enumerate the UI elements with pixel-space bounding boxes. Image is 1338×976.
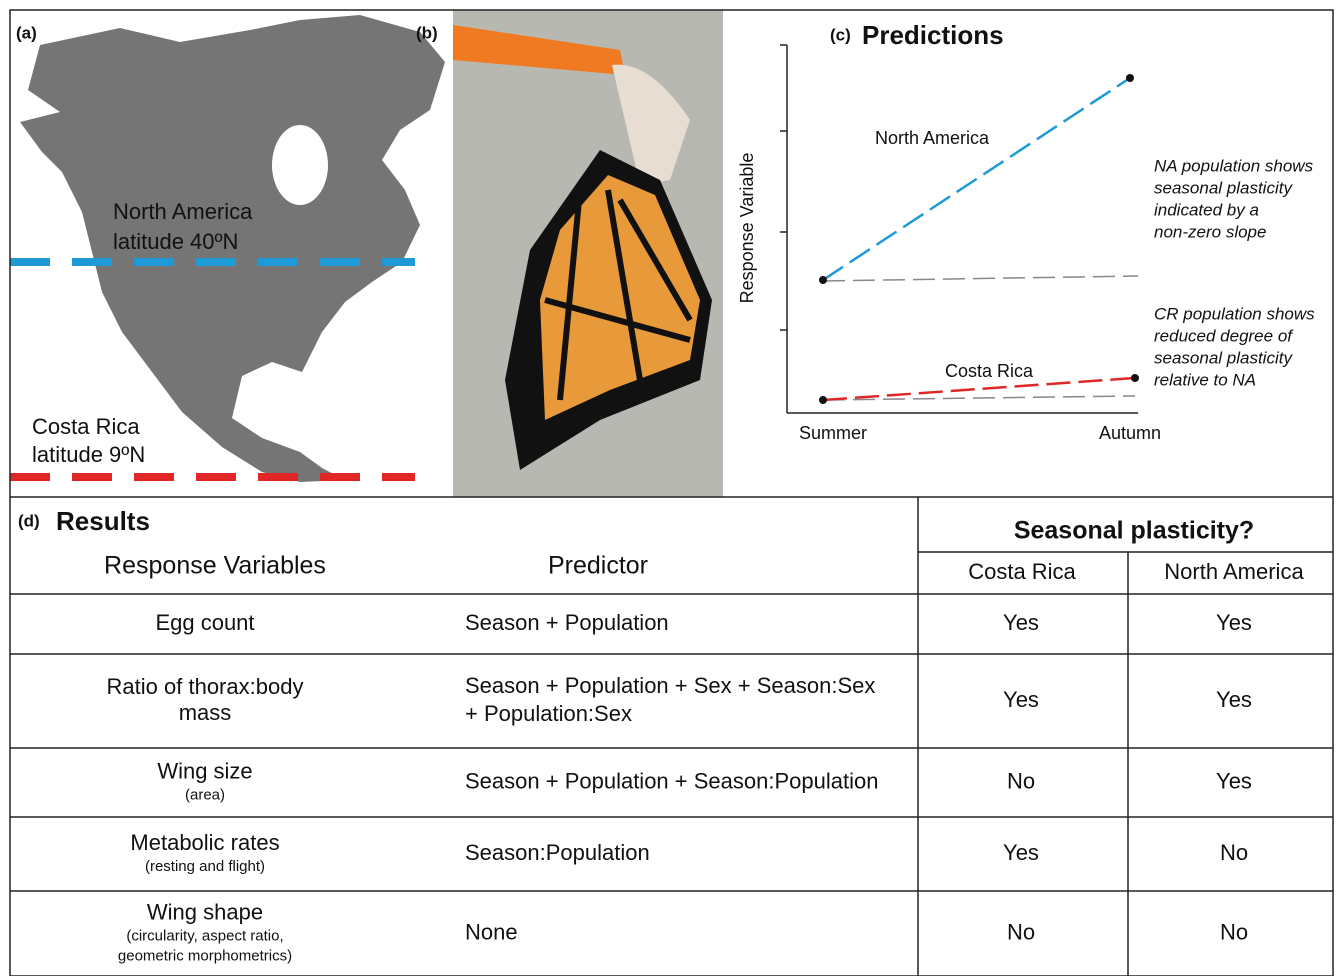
- column-header: Costa Rica: [968, 559, 1076, 584]
- point: [1126, 74, 1134, 82]
- cell-text: + Population:Sex: [465, 701, 632, 726]
- cell-text: Season + Population: [465, 610, 669, 635]
- cell-text: Season + Population + Sex + Season:Sex: [465, 673, 875, 698]
- cell-text: No: [1220, 840, 1248, 865]
- annotation: seasonal plasticity: [1154, 348, 1293, 367]
- panel-label: (a): [16, 23, 37, 42]
- cell-text: Yes: [1003, 610, 1039, 635]
- cell-text: Yes: [1216, 610, 1252, 635]
- point: [1131, 374, 1139, 382]
- table-title: Results: [56, 506, 150, 536]
- chrysalis: [612, 64, 690, 185]
- line-label: North America: [875, 128, 990, 148]
- reference-line: [822, 275, 1139, 282]
- annotation: indicated by a: [1154, 200, 1259, 219]
- annotation: non-zero slope: [1154, 222, 1266, 241]
- column-header: North America: [1164, 559, 1304, 584]
- x-label: Autumn: [1099, 423, 1161, 443]
- annotation: NA population shows: [1154, 156, 1314, 175]
- point: [819, 396, 827, 404]
- panel-label: (b): [416, 23, 438, 42]
- cell-text: Wing size: [157, 758, 252, 783]
- column-header: Predictor: [548, 552, 648, 580]
- map-panel: (a) North America latitude 40ºN Costa Ri…: [10, 15, 445, 482]
- cell-text: No: [1007, 768, 1035, 793]
- na-line: [822, 76, 1131, 282]
- wing: [540, 175, 700, 420]
- annotation: CR population shows: [1154, 304, 1315, 323]
- hudson-bay: [272, 125, 328, 205]
- map-label: North America: [113, 199, 253, 224]
- group-header: Seasonal plasticity?: [1014, 517, 1254, 545]
- cell-text: Yes: [1216, 768, 1252, 793]
- reference-line: [822, 395, 1136, 401]
- annotation: seasonal plasticity: [1154, 178, 1293, 197]
- cell-text: Metabolic rates: [130, 830, 279, 855]
- cell-text: Yes: [1003, 687, 1039, 712]
- annotation: relative to NA: [1154, 370, 1256, 389]
- cell-text: Wing shape: [147, 899, 263, 924]
- cell-text: None: [465, 919, 518, 944]
- map-label: latitude 40ºN: [113, 229, 238, 254]
- cell-text: (circularity, aspect ratio,: [126, 927, 283, 944]
- cell-text: No: [1220, 919, 1248, 944]
- panel-label: (c): [830, 25, 851, 44]
- panel-label: (d): [18, 511, 40, 530]
- cell-text: (area): [185, 786, 225, 803]
- annotation: reduced degree of: [1154, 326, 1294, 345]
- cell-text: (resting and flight): [145, 858, 265, 875]
- frame: [9, 9, 1334, 976]
- cell-text: geometric morphometrics): [118, 947, 292, 964]
- map-label: latitude 9ºN: [32, 442, 145, 467]
- cell-text: Yes: [1216, 687, 1252, 712]
- point: [819, 276, 827, 284]
- tape: [453, 25, 625, 75]
- map-label: Costa Rica: [32, 414, 140, 439]
- y-axis-label: Response Variable: [737, 153, 757, 304]
- cell-text: No: [1007, 919, 1035, 944]
- photo-panel: (b): [416, 10, 723, 497]
- north-america-map: [20, 15, 445, 482]
- x-label: Summer: [799, 423, 867, 443]
- cell-text: Ratio of thorax:body: [107, 674, 304, 699]
- cell-text: mass: [179, 700, 232, 725]
- cell-text: Egg count: [155, 610, 254, 635]
- cr-line: [822, 376, 1136, 402]
- cell-text: Season:Population: [465, 840, 650, 865]
- cell-text: Yes: [1003, 840, 1039, 865]
- column-header: Response Variables: [104, 552, 326, 580]
- wing-veins: [544, 189, 693, 401]
- line-label: Costa Rica: [945, 361, 1034, 381]
- panel-title: Predictions: [862, 20, 1004, 50]
- prediction-panel: (c) Predictions Response Variable Summer…: [737, 20, 1315, 443]
- cell-text: Season + Population + Season:Population: [465, 768, 878, 793]
